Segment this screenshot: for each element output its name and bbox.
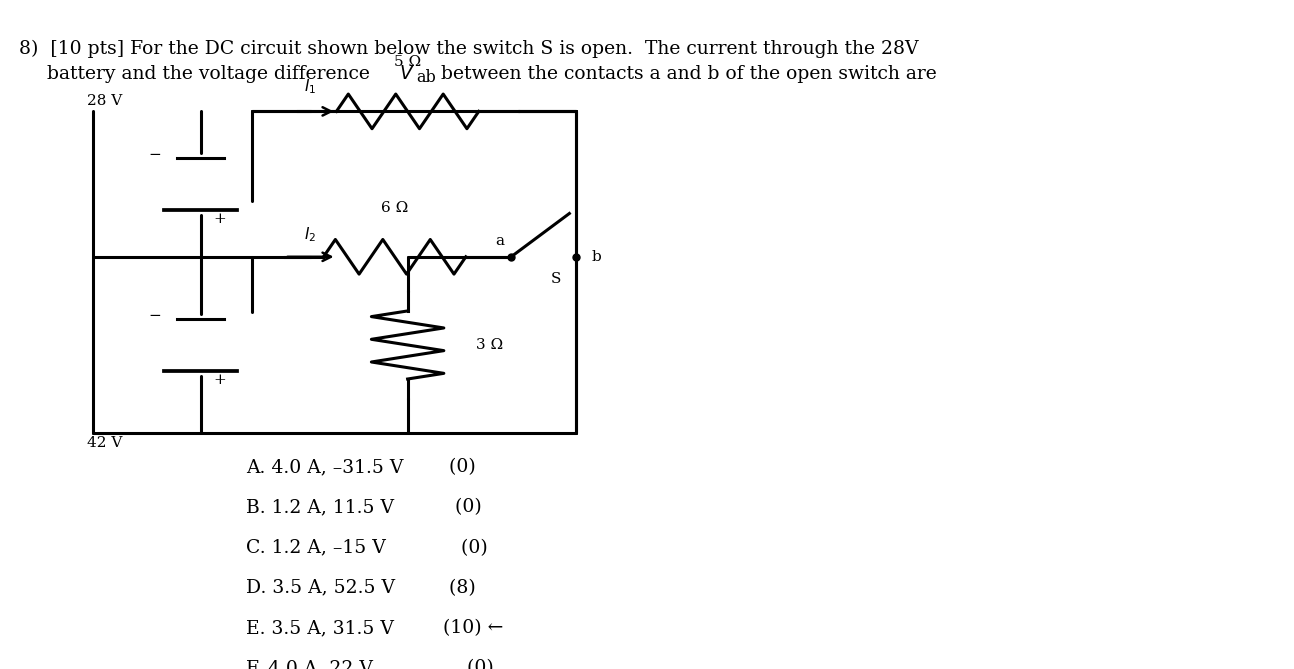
Text: 3 Ω: 3 Ω xyxy=(476,338,503,352)
Text: 6 Ω: 6 Ω xyxy=(380,201,409,215)
Text: between the contacts a and b of the open switch are: between the contacts a and b of the open… xyxy=(435,65,937,83)
Text: B. 1.2 A, 11.5 V: B. 1.2 A, 11.5 V xyxy=(246,498,393,516)
Text: battery and the voltage difference: battery and the voltage difference xyxy=(47,65,375,83)
Text: (0): (0) xyxy=(437,498,483,516)
Text: (0): (0) xyxy=(437,458,476,476)
Text: (8): (8) xyxy=(437,579,476,597)
Text: a: a xyxy=(496,233,505,248)
Text: (10) ←: (10) ← xyxy=(437,619,503,637)
Text: (0): (0) xyxy=(437,539,488,557)
Text: 42 V: 42 V xyxy=(87,436,122,450)
Text: $I_1$: $I_1$ xyxy=(304,77,317,96)
Text: (0): (0) xyxy=(437,659,494,669)
Text: −: − xyxy=(149,309,162,323)
Text: −: − xyxy=(149,148,162,162)
Text: C. 1.2 A, –15 V: C. 1.2 A, –15 V xyxy=(246,539,386,557)
Text: S: S xyxy=(551,272,562,286)
Text: $I_2$: $I_2$ xyxy=(304,225,317,244)
Text: 5 Ω: 5 Ω xyxy=(395,56,421,70)
Text: +: + xyxy=(214,373,226,387)
Text: b: b xyxy=(591,250,602,264)
Text: ab: ab xyxy=(417,69,436,86)
Text: 8)  [10 pts] For the DC circuit shown below the switch S is open.  The current t: 8) [10 pts] For the DC circuit shown bel… xyxy=(19,40,919,58)
Text: 28 V: 28 V xyxy=(87,94,122,108)
Text: $V$: $V$ xyxy=(399,65,414,83)
Text: E. 3.5 A, 31.5 V: E. 3.5 A, 31.5 V xyxy=(246,619,393,637)
Text: F. 4.0 A, 22 V: F. 4.0 A, 22 V xyxy=(246,659,373,669)
Text: A. 4.0 A, –31.5 V: A. 4.0 A, –31.5 V xyxy=(246,458,404,476)
Text: D. 3.5 A, 52.5 V: D. 3.5 A, 52.5 V xyxy=(246,579,395,597)
Text: +: + xyxy=(214,212,226,226)
